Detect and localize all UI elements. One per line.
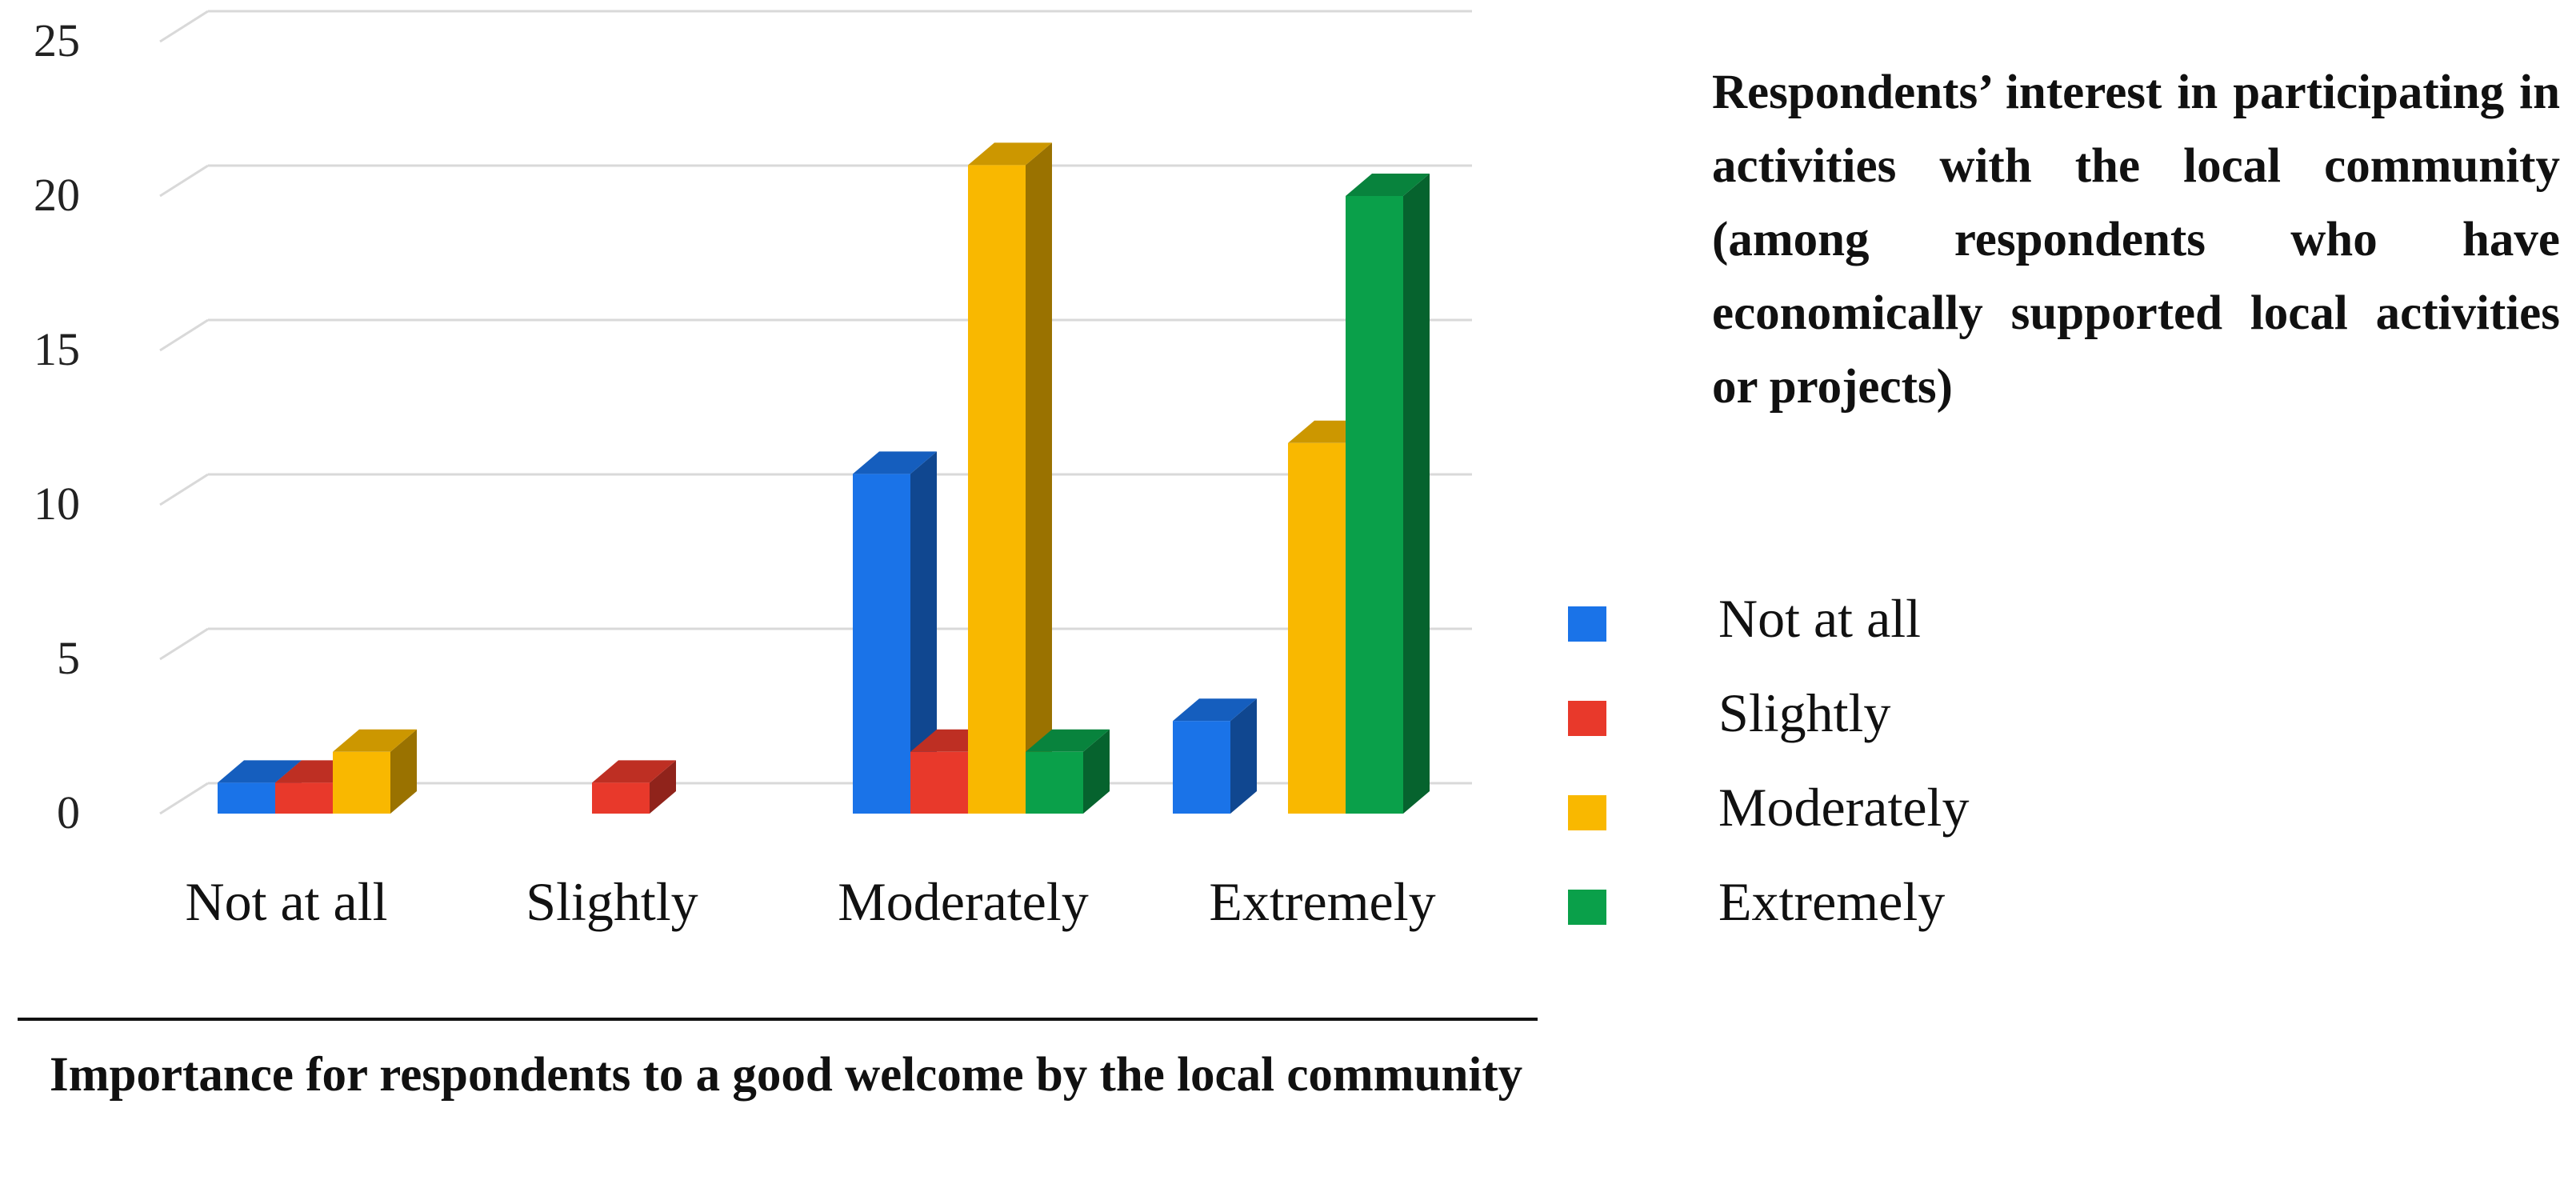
gridline-edge <box>159 627 209 661</box>
bar-front <box>1288 442 1346 814</box>
legend-title: Respondents’ interest in participating i… <box>1712 66 2560 414</box>
bar-front <box>1346 196 1403 814</box>
y-tick-label: 0 <box>57 786 80 838</box>
gridline-edge <box>159 782 209 815</box>
bar-front <box>1173 721 1230 814</box>
legend-swatch <box>1568 795 1606 830</box>
bar-top <box>1026 729 1110 752</box>
gridline-edge <box>159 164 209 198</box>
bar-extremely-extremely <box>1346 174 1430 814</box>
bar-front <box>853 474 910 814</box>
y-tick-label: 10 <box>34 478 80 530</box>
bar-not-at-all-extremely <box>1173 698 1257 814</box>
bar-side <box>910 451 937 814</box>
y-tick-label: 15 <box>34 323 80 375</box>
bar-side <box>1083 729 1110 814</box>
bar-side <box>650 760 676 814</box>
x-axis-categories: Not at all Slightly Moderately Extremely <box>185 871 1435 932</box>
bar-front <box>218 782 275 814</box>
legend-label: Moderately <box>1718 777 1970 838</box>
y-tick-label: 20 <box>34 169 80 221</box>
bar-front <box>1026 751 1083 814</box>
bar-top <box>1346 174 1430 196</box>
bar-front <box>968 165 1026 814</box>
x-axis-title-rule <box>18 1018 1538 1021</box>
x-category-label: Moderately <box>838 871 1088 932</box>
bar-side <box>1230 698 1257 814</box>
bar-front <box>910 751 968 814</box>
legend-swatch <box>1568 890 1606 925</box>
x-category-label: Extremely <box>1209 871 1435 932</box>
bar-extremely-moderately <box>1026 729 1110 814</box>
legend-label: Extremely <box>1718 871 1946 932</box>
legend-label: Not at all <box>1718 588 1922 649</box>
gridline-edge <box>159 318 209 352</box>
legend-swatch <box>1568 606 1606 642</box>
bar-not-at-all-moderately <box>853 451 937 814</box>
gridline-edge <box>159 473 209 506</box>
x-category-label: Slightly <box>526 871 698 932</box>
bar-top <box>333 729 417 752</box>
bar-top <box>968 142 1052 166</box>
x-category-label: Not at all <box>185 871 387 932</box>
y-tick-label: 5 <box>57 632 80 684</box>
legend-swatch <box>1568 701 1606 736</box>
x-axis-title: Importance for respondents to a good wel… <box>50 1048 1523 1102</box>
bar-top <box>853 451 937 474</box>
bar-moderately-moderately <box>968 142 1052 814</box>
bar-front <box>333 751 390 814</box>
bar-slightly-slightly <box>592 760 676 814</box>
bars <box>218 142 1430 814</box>
bar-top <box>218 760 302 783</box>
bar-front <box>592 782 650 814</box>
gridlines <box>159 10 1472 815</box>
bar-side <box>1403 174 1430 814</box>
bar-side <box>1026 142 1052 814</box>
bar-top <box>1173 698 1257 722</box>
y-axis-ticks: 0 5 10 15 20 25 <box>34 14 80 838</box>
bar-top <box>592 760 676 783</box>
bar-front <box>275 782 333 814</box>
bar-moderately-not-at-all <box>333 729 417 814</box>
legend-label: Slightly <box>1718 682 1891 743</box>
gridline-edge <box>159 10 209 43</box>
y-tick-label: 25 <box>34 14 80 66</box>
bar-side <box>390 729 417 814</box>
